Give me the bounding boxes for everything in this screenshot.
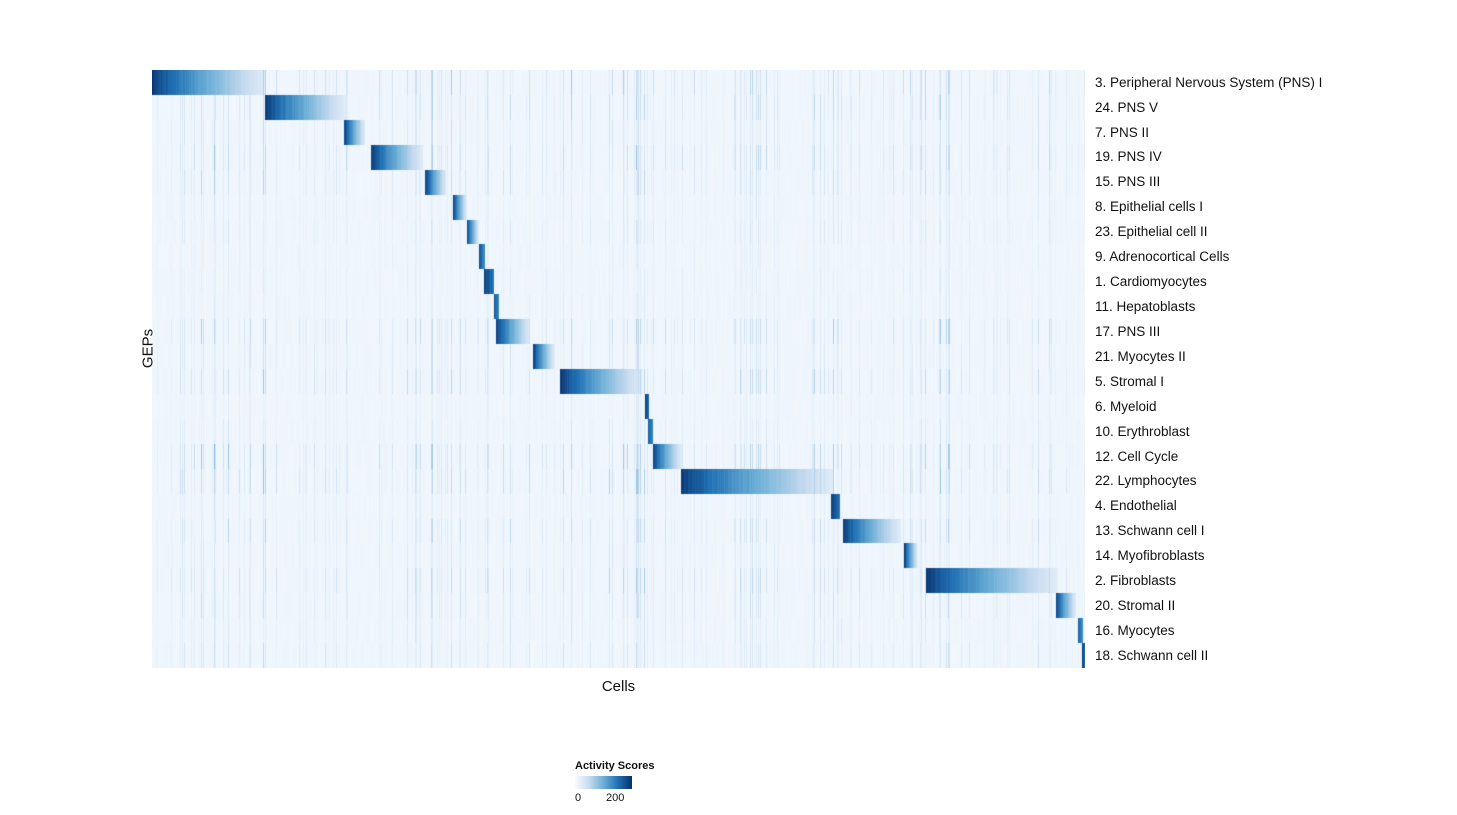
row-label: 18. Schwann cell II bbox=[1095, 647, 1209, 663]
row-label: 20. Stromal II bbox=[1095, 598, 1176, 614]
row-label: 1. Cardiomyocytes bbox=[1095, 274, 1207, 290]
heatmap-canvas bbox=[152, 70, 1085, 668]
row-label: 7. PNS II bbox=[1095, 124, 1150, 140]
colorbar-legend: Activity Scores 0 200 bbox=[575, 760, 735, 806]
y-axis-label: GEPs bbox=[139, 328, 157, 369]
row-label: 15. PNS III bbox=[1095, 174, 1161, 190]
row-label: 19. PNS IV bbox=[1095, 149, 1162, 165]
row-label: 11. Hepatoblasts bbox=[1095, 299, 1196, 314]
legend-tick-max: 200 bbox=[606, 792, 625, 804]
row-label: 22. Lymphocytes bbox=[1095, 473, 1197, 489]
row-label: 10. Erythroblast bbox=[1095, 423, 1190, 439]
row-label: 17. PNS III bbox=[1095, 323, 1161, 339]
row-label: 4. Endothelial bbox=[1095, 498, 1177, 514]
row-label: 3. Peripheral Nervous System (PNS) I bbox=[1095, 74, 1323, 90]
legend-gradient-bar bbox=[575, 776, 632, 789]
row-label: 6. Myeloid bbox=[1095, 398, 1157, 414]
row-label: 2. Fibroblasts bbox=[1095, 573, 1177, 589]
row-label: 12. Cell Cycle bbox=[1095, 448, 1179, 464]
row-label: 16. Myocytes bbox=[1095, 622, 1175, 638]
legend-tick-min: 0 bbox=[575, 792, 582, 804]
row-label: 9. Adrenocortical Cells bbox=[1095, 249, 1230, 265]
row-label: 14. Myofibroblasts bbox=[1095, 548, 1205, 564]
row-label: 24. PNS V bbox=[1095, 99, 1159, 115]
row-label: 23. Epithelial cell II bbox=[1095, 224, 1208, 240]
row-label: 8. Epithelial cells I bbox=[1095, 199, 1204, 215]
row-label: 13. Schwann cell I bbox=[1095, 523, 1205, 539]
x-axis-label: Cells bbox=[601, 678, 636, 695]
row-label: 5. Stromal I bbox=[1095, 373, 1165, 389]
row-label: 21. Myocytes II bbox=[1095, 348, 1186, 364]
legend-title: Activity Scores bbox=[575, 760, 655, 772]
legend-ticks: 0 200 bbox=[575, 792, 632, 806]
row-labels: 3. Peripheral Nervous System (PNS) I 24. … bbox=[1095, 70, 1445, 668]
